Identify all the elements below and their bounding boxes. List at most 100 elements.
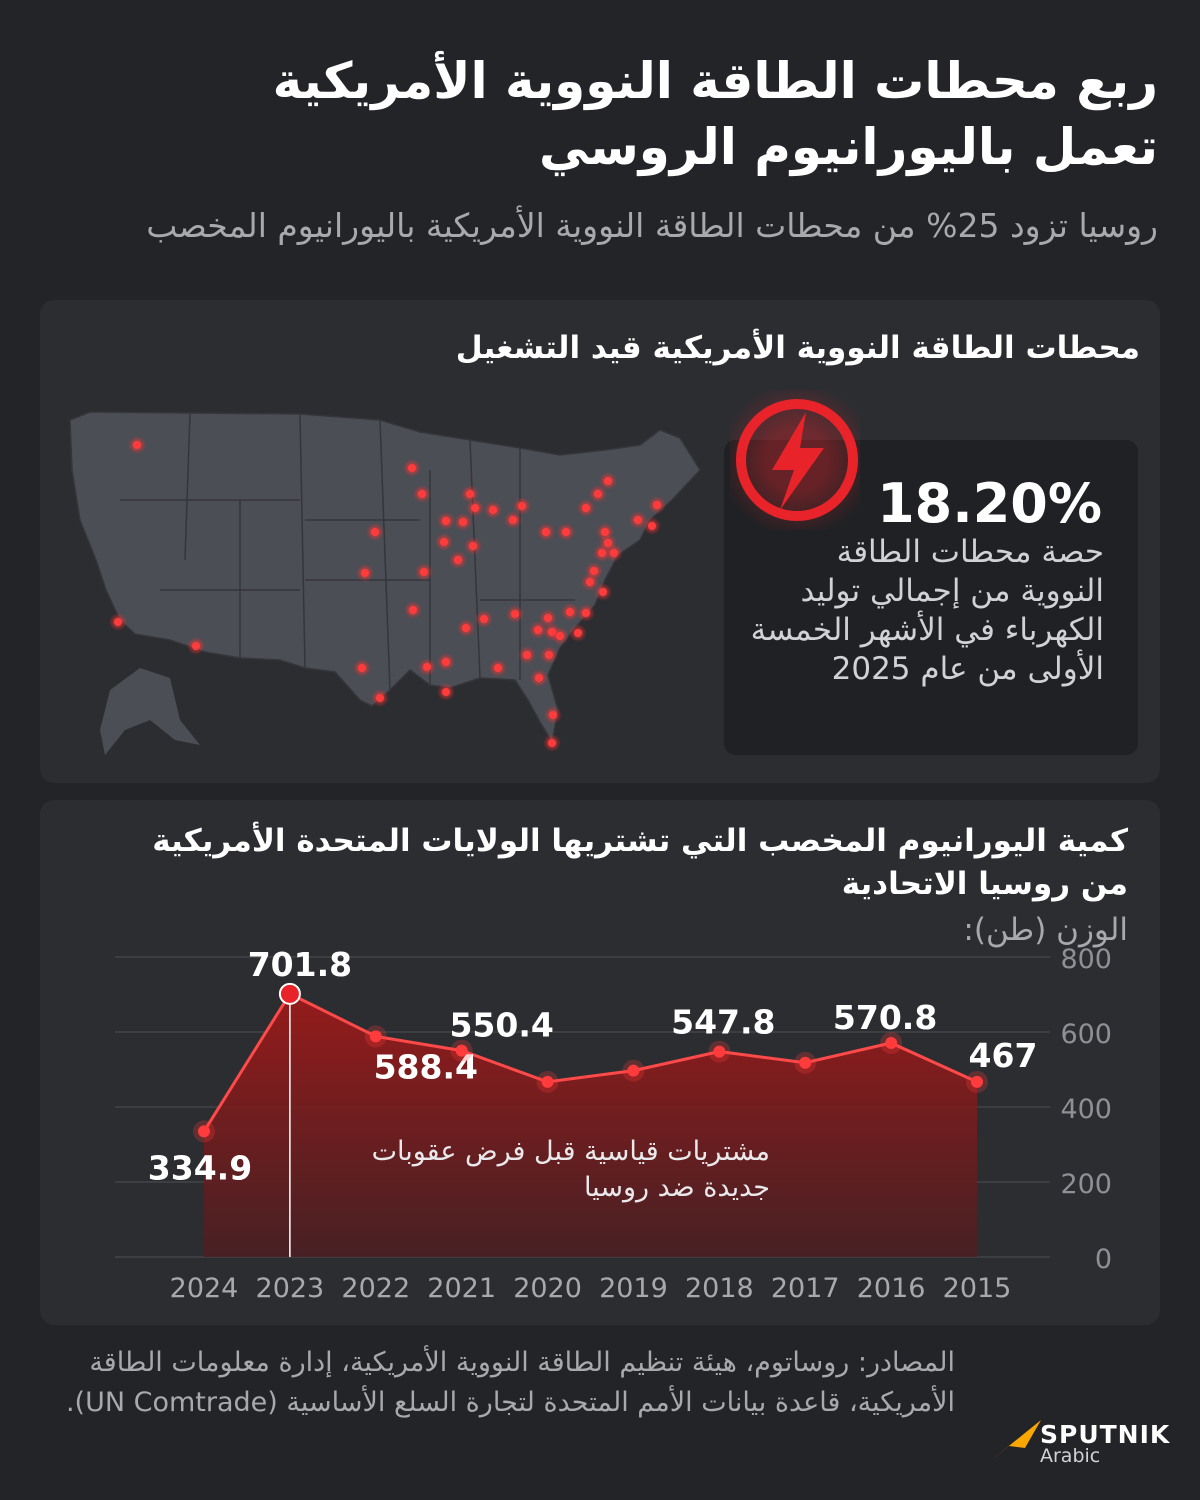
y-tick-label: 0 bbox=[1095, 1244, 1112, 1275]
nuclear-plant-dot bbox=[128, 436, 146, 454]
nuclear-plant-dot bbox=[457, 619, 475, 637]
nuclear-plant-dot bbox=[475, 610, 493, 628]
series-line bbox=[202, 991, 978, 1133]
page-title: ربع محطات الطاقة النووية الأمريكية تعمل … bbox=[58, 48, 1158, 180]
nuclear-plant-dot bbox=[437, 512, 455, 530]
nuclear-plant-dot bbox=[594, 583, 612, 601]
y-tick-label: 400 bbox=[1060, 1094, 1112, 1125]
nuclear-plant-markers bbox=[109, 436, 666, 752]
nuclear-plant-dot bbox=[413, 485, 431, 503]
data-point bbox=[885, 1036, 898, 1049]
nuclear-plant-dot bbox=[415, 563, 433, 581]
nuclear-plant-dot bbox=[356, 564, 374, 582]
nuclear-plant-dot bbox=[648, 496, 666, 514]
chart-annotation: مشتريات قياسية قبل فرض عقوبات جديدة ضد ر… bbox=[371, 1136, 770, 1203]
nuclear-plant-dot bbox=[537, 523, 555, 541]
data-point bbox=[369, 1030, 382, 1043]
stat-value: 18.20% bbox=[877, 472, 1102, 535]
x-tick-label: 2016 bbox=[857, 1273, 926, 1304]
data-label: 334.9 bbox=[148, 1148, 252, 1187]
map-title: محطات الطاقة النووية الأمريكية قيد التشغ… bbox=[455, 330, 1140, 366]
nuclear-plant-dot bbox=[109, 613, 127, 631]
nuclear-plant-dot bbox=[449, 551, 467, 569]
lightning-bolt-icon bbox=[730, 390, 860, 530]
title-line-2: تعمل باليورانيوم الروسي bbox=[539, 118, 1158, 176]
nuclear-plant-dot bbox=[187, 637, 205, 655]
nuclear-plant-dot bbox=[577, 499, 595, 517]
sputnik-logo-icon bbox=[989, 1420, 1041, 1462]
x-tick-label: 2022 bbox=[341, 1273, 410, 1304]
chart-y-ticks: 0 200 400 600 800 bbox=[1060, 944, 1112, 1275]
logo-name: SPUTNIK bbox=[1040, 1420, 1171, 1449]
nuclear-plant-dot bbox=[529, 621, 547, 639]
nuclear-plant-dot bbox=[418, 658, 436, 676]
data-point bbox=[541, 1075, 554, 1088]
data-point bbox=[627, 1064, 640, 1077]
x-tick-label: 2024 bbox=[170, 1273, 239, 1304]
y-tick-label: 800 bbox=[1060, 944, 1112, 975]
nuclear-plant-dot bbox=[569, 624, 587, 642]
data-point bbox=[198, 1125, 210, 1138]
us-map bbox=[69, 411, 701, 755]
chart-area-series bbox=[202, 991, 978, 1257]
data-label: 550.4 bbox=[449, 1006, 553, 1045]
y-tick-label: 600 bbox=[1060, 1019, 1112, 1050]
nuclear-plant-dot bbox=[435, 533, 453, 551]
sources-text: المصادر: روساتوم، هيئة تنظيم الطاقة النو… bbox=[65, 1347, 955, 1418]
data-label: 701.8 bbox=[248, 945, 352, 984]
nuclear-plant-dot bbox=[543, 734, 561, 752]
nuclear-plant-dot bbox=[489, 659, 507, 677]
nuclear-plant-dot bbox=[557, 523, 575, 541]
x-tick-label: 2019 bbox=[599, 1273, 668, 1304]
nuclear-plant-dot bbox=[551, 627, 569, 645]
x-tick-label: 2015 bbox=[943, 1273, 1012, 1304]
nuclear-plant-dot bbox=[466, 499, 484, 517]
data-point-highlight bbox=[278, 982, 301, 1005]
nuclear-plant-dot bbox=[404, 601, 422, 619]
x-tick-label: 2020 bbox=[513, 1273, 582, 1304]
chart-title: كمية اليورانيوم المخصب التي تشتريها الول… bbox=[152, 823, 1128, 902]
data-point bbox=[713, 1045, 726, 1058]
nuclear-plant-dot bbox=[513, 497, 531, 515]
nuclear-plant-dot bbox=[544, 706, 562, 724]
stat-description: حصة محطات الطاقة النووية من إجمالي توليد… bbox=[750, 534, 1104, 687]
logo-subtitle: Arabic bbox=[1040, 1445, 1101, 1467]
nuclear-plant-dot bbox=[371, 689, 389, 707]
y-tick-label: 200 bbox=[1060, 1169, 1112, 1200]
nuclear-plant-dot bbox=[461, 485, 479, 503]
data-label: 570.8 bbox=[833, 998, 937, 1037]
nuclear-plant-dot bbox=[540, 646, 558, 664]
x-tick-label: 2017 bbox=[771, 1273, 840, 1304]
nuclear-plant-dot bbox=[561, 603, 579, 621]
nuclear-plant-dot bbox=[506, 605, 524, 623]
nuclear-plant-dot bbox=[366, 523, 384, 541]
nuclear-plant-dot bbox=[504, 511, 522, 529]
nuclear-plant-dot bbox=[464, 537, 482, 555]
data-label: 467 bbox=[969, 1036, 1038, 1075]
nuclear-plant-dot bbox=[437, 683, 455, 701]
data-point bbox=[799, 1056, 812, 1069]
nuclear-plant-dot bbox=[530, 669, 548, 687]
chart-y-axis-label: الوزن (طن): bbox=[963, 912, 1128, 948]
x-tick-label: 2023 bbox=[256, 1273, 325, 1304]
area-fill bbox=[204, 993, 977, 1257]
nuclear-plant-dot bbox=[589, 485, 607, 503]
nuclear-plant-dot bbox=[585, 562, 603, 580]
page-subtitle: روسيا تزود 25% من محطات الطاقة النووية ا… bbox=[146, 206, 1158, 245]
nuclear-plant-dot bbox=[539, 609, 557, 627]
nuclear-plant-dot bbox=[437, 653, 455, 671]
x-tick-label: 2021 bbox=[427, 1273, 496, 1304]
nuclear-plant-dot bbox=[403, 459, 421, 477]
data-label: 547.8 bbox=[671, 1003, 775, 1042]
alaska-shape bbox=[100, 668, 200, 755]
nuclear-plant-dot bbox=[353, 659, 371, 677]
data-point bbox=[455, 1044, 468, 1057]
data-point bbox=[971, 1075, 983, 1088]
nuclear-plant-dot bbox=[605, 544, 623, 562]
nuclear-plant-dot bbox=[629, 511, 647, 529]
title-line-1: ربع محطات الطاقة النووية الأمريكية bbox=[272, 52, 1158, 110]
chart-x-ticks: 2024 2023 2022 2021 2020 2019 2018 2017 2016 2015 bbox=[170, 1273, 1012, 1304]
nuclear-plant-dot bbox=[454, 513, 472, 531]
